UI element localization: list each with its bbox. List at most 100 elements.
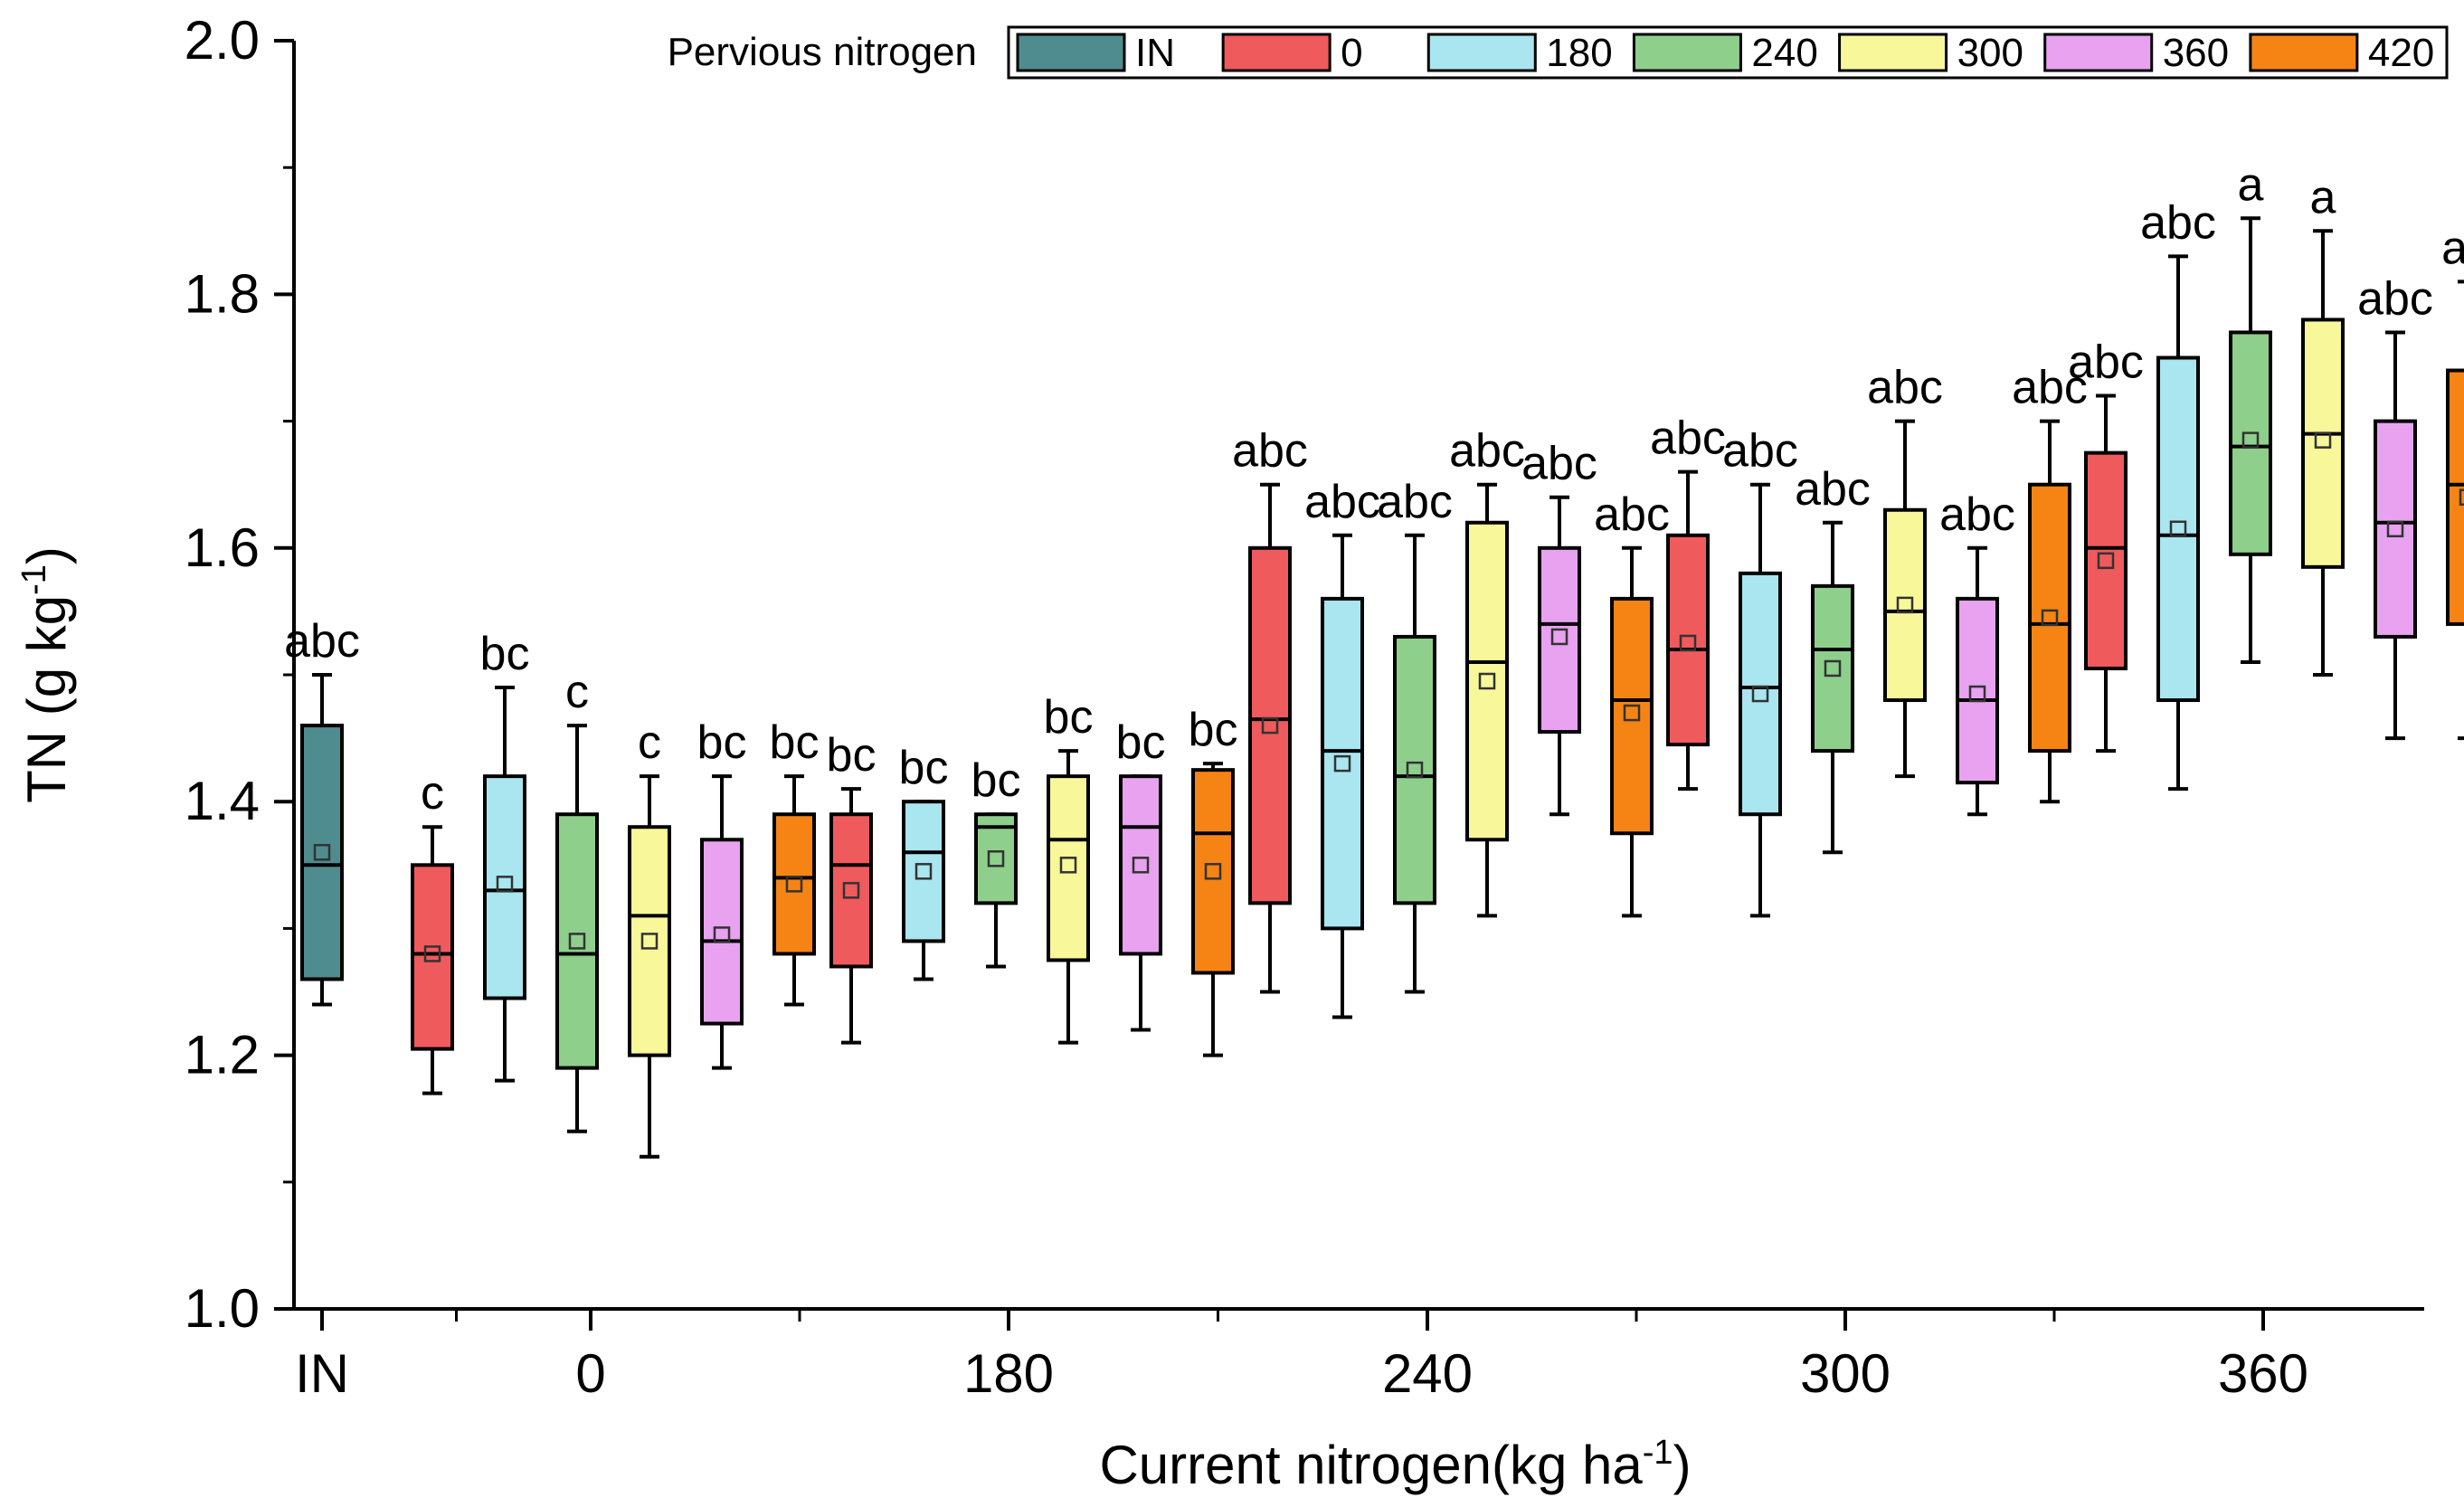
significance-label: abc [1377, 476, 1453, 528]
mean-marker [713, 926, 731, 943]
mean-marker [1550, 628, 1568, 646]
mean-marker [2386, 520, 2404, 538]
legend-swatch [1632, 33, 1742, 72]
significance-label: bc [697, 716, 747, 769]
box-iqr [1811, 583, 1854, 754]
mean-marker [423, 945, 441, 962]
box-iqr [2446, 368, 2464, 626]
mean-marker [785, 876, 803, 893]
legend-label: 0 [1341, 31, 1362, 75]
significance-label: bc [1116, 716, 1166, 769]
box-360-300 [2301, 229, 2345, 677]
box-iqr [1739, 571, 1782, 817]
legend-item-0: 0 [1221, 31, 1363, 75]
box-iqr [555, 812, 599, 1070]
box-240-180 [1321, 533, 1364, 1019]
significance-label: c [421, 767, 444, 820]
box-360-420 [2446, 280, 2464, 741]
significance-label: bc [1189, 704, 1238, 756]
significance-label: abc [1594, 488, 1670, 541]
box-iqr [1191, 768, 1235, 975]
box-360-360 [2374, 330, 2417, 741]
significance-label: a [2238, 158, 2264, 211]
box-iqr [2084, 450, 2128, 670]
legend-label: 300 [1957, 31, 2023, 75]
box-180-300 [1047, 749, 1090, 1045]
box-360-240 [2229, 216, 2272, 664]
legend-label: 240 [1751, 31, 1817, 75]
box-iqr [700, 838, 744, 1026]
mean-marker [842, 882, 860, 899]
legend-label: 360 [2163, 31, 2229, 75]
y-tick-label: 1.6 [185, 517, 260, 578]
legend-swatch [2043, 33, 2154, 72]
box-iqr [2229, 330, 2272, 556]
legend-item-300: 300 [1838, 31, 2023, 75]
x-tick-label: 0 [575, 1343, 605, 1404]
box-iqr [2301, 318, 2345, 569]
box-iqr [1610, 596, 1654, 836]
mean-marker [915, 863, 933, 880]
legend-item-360: 360 [2043, 31, 2229, 75]
mean-marker [1824, 659, 1842, 678]
mean-marker [2169, 520, 2187, 538]
y-tick-label: 1.0 [185, 1278, 260, 1339]
boxes [300, 216, 2464, 1159]
significance-label: abc [1650, 412, 1726, 465]
mean-marker [496, 876, 514, 893]
box-0-420 [772, 774, 816, 1007]
significance-label: abc [2357, 272, 2433, 325]
box-iqr [1393, 634, 1436, 905]
mean-marker [1478, 672, 1496, 690]
box-240-240 [1393, 533, 1436, 994]
box-IN-IN [300, 673, 344, 1007]
box-iqr [411, 863, 454, 1051]
box-iqr [829, 812, 873, 969]
y-tick-label: 1.2 [185, 1025, 260, 1085]
mean-marker [1679, 634, 1697, 652]
significance-label: abc [1449, 425, 1525, 478]
box-300-180 [1739, 482, 1782, 918]
significance-label: abc [284, 615, 360, 668]
mean-marker [1406, 761, 1424, 779]
box-iqr [1047, 774, 1090, 962]
legend-item-IN: IN [1016, 31, 1175, 75]
y-axis-label: TN (g kg-1) [15, 546, 77, 803]
significance-label: bc [1044, 691, 1094, 744]
mean-marker [1333, 754, 1351, 772]
x-axis-label: Current nitrogen(kg ha-1) [1099, 1434, 1691, 1495]
y-tick-label: 1.8 [185, 263, 260, 324]
legend-swatch [1838, 33, 1948, 72]
box-0-240 [555, 724, 599, 1133]
box-240-300 [1465, 482, 1509, 918]
mean-marker [987, 850, 1005, 867]
legend-swatch [1016, 33, 1126, 72]
mean-marker [1623, 704, 1641, 722]
box-300-420 [2028, 419, 2071, 804]
box-iqr [483, 774, 526, 1000]
box-iqr [1956, 596, 1999, 785]
significance-label: abc [1304, 476, 1380, 528]
mean-marker [568, 933, 586, 950]
mean-marker [2314, 431, 2332, 449]
box-240-420 [1610, 545, 1654, 918]
box-180-360 [1119, 774, 1162, 1032]
box-iqr [1248, 545, 1292, 905]
mean-marker [1132, 857, 1150, 874]
significance-label: bc [827, 729, 877, 782]
box-iqr [1666, 533, 1710, 747]
significance-label: abc [1722, 425, 1798, 478]
box-360-0 [2084, 393, 2128, 754]
box-180-180 [902, 800, 945, 981]
legend: Pervious nitrogen IN 0 180 240 300 360 420 [668, 25, 2449, 80]
legend-item-180: 180 [1426, 31, 1613, 75]
mean-marker [2459, 488, 2464, 506]
box-iqr [2156, 355, 2200, 703]
significance-label: abc [1867, 362, 1943, 414]
box-0-180 [483, 686, 526, 1083]
box-180-420 [1191, 762, 1235, 1057]
mean-marker [2041, 609, 2059, 627]
mean-marker [1968, 685, 1986, 703]
box-iqr [628, 825, 671, 1057]
